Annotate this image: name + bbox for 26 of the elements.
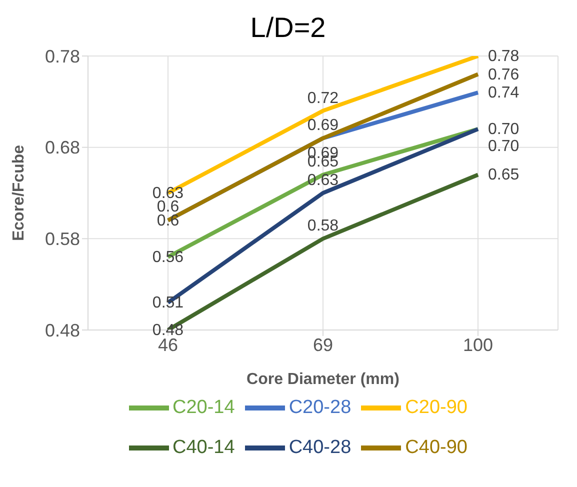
data-label: 0.70 <box>488 121 520 138</box>
y-axis-title: Ecore/Fcube <box>10 144 28 242</box>
data-label: 0.78 <box>488 48 520 65</box>
data-label: 0.58 <box>307 218 339 235</box>
legend-label: C40-90 <box>405 437 468 458</box>
legend-label: C20-28 <box>288 397 352 418</box>
x-tick-label: 100 <box>462 334 494 355</box>
chart-title: L/D=2 <box>249 11 327 45</box>
data-label: 0.76 <box>488 66 520 84</box>
y-tick-label: 0.58 <box>44 229 80 250</box>
legend-label: C40-28 <box>288 437 352 458</box>
data-label: 0.56 <box>152 248 184 266</box>
x-axis-title: Core Diameter (mm) <box>246 371 400 388</box>
legend-label: C20-90 <box>405 397 468 418</box>
y-tick-label: 0.78 <box>44 46 80 66</box>
data-label: 0.51 <box>152 294 184 312</box>
data-label: 0.69 <box>307 117 339 134</box>
data-label: 0.74 <box>488 84 520 102</box>
x-tick-label: 69 <box>312 334 334 355</box>
data-label: 0.70 <box>488 138 520 156</box>
y-tick-label: 0.68 <box>44 138 80 158</box>
y-tick-label: 0.48 <box>44 320 80 340</box>
legend-label: C40-14 <box>172 437 235 458</box>
data-label: 0.65 <box>488 166 520 184</box>
data-label: 0.72 <box>307 90 339 107</box>
legend-label: C20-14 <box>172 397 235 418</box>
